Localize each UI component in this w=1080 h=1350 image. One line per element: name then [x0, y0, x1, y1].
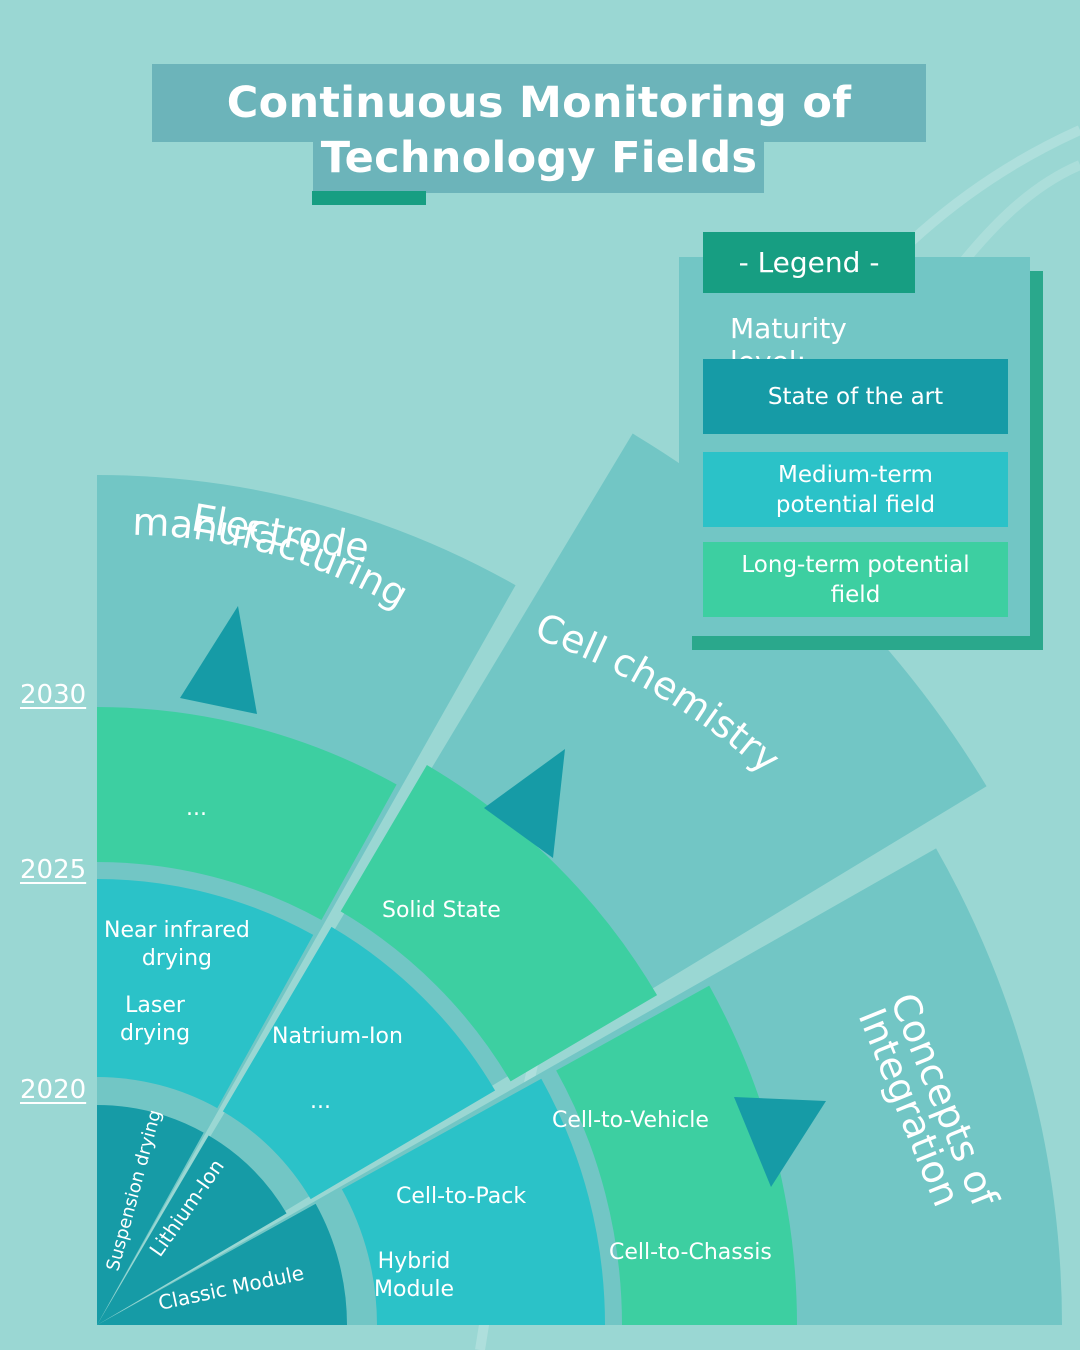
legend-header: - Legend - — [703, 232, 915, 293]
ring-medium-term-cell — [222, 926, 496, 1200]
title-accent-bar — [312, 191, 426, 205]
entry-cell-to-pack: Cell-to-Pack — [396, 1184, 527, 1209]
entry-cell-medium-term-more: ... — [310, 1089, 331, 1114]
legend-item-medium-term: Medium-term potential field — [703, 452, 1008, 527]
legend-item-label: Medium-term — [778, 461, 933, 488]
entry-laser-drying: Laser drying — [120, 993, 191, 1046]
legend-item-state-of-the-art: State of the art — [703, 359, 1008, 434]
page-title-line1: Continuous Monitoring of — [226, 78, 852, 128]
ring-state-of-the-art-electrode — [97, 1105, 204, 1325]
ring-long-term-integration — [556, 985, 797, 1325]
legend-item-label: field — [830, 581, 881, 608]
entry-cell-to-chassis: Cell-to-Chassis — [609, 1240, 772, 1265]
title-bar-top — [152, 64, 926, 142]
arrow-cell-chemistry-icon — [484, 749, 565, 858]
ring-medium-term-electrode — [97, 879, 314, 1109]
ring-long-term-cell — [340, 764, 658, 1082]
ring-medium-term-integration — [341, 1078, 605, 1325]
year-2030: 2030 — [20, 680, 87, 710]
ring-long-term-electrode — [97, 707, 397, 921]
entry-near-infrared-drying: Near infrared drying — [104, 918, 250, 971]
ring-state-of-the-art-cell — [97, 1135, 287, 1325]
arrow-integration-icon — [734, 1097, 826, 1187]
entry-electrode-long-term-more: ... — [186, 796, 207, 821]
sector-shapes — [97, 433, 1062, 1325]
year-2020: 2020 — [20, 1075, 87, 1105]
legend-item-label: Long-term potential — [741, 551, 970, 578]
entry-hybrid-module: Hybrid Module — [374, 1249, 454, 1302]
entry-solid-state: Solid State — [382, 898, 501, 923]
entry-natrium-ion: Natrium-Ion — [272, 1024, 403, 1049]
legend-item-long-term: Long-term potential field — [703, 542, 1008, 617]
entry-cell-to-vehicle: Cell-to-Vehicle — [552, 1108, 709, 1133]
year-2025: 2025 — [20, 855, 87, 885]
legend-item-label: potential field — [775, 491, 936, 518]
legend-item-label: State of the art — [767, 383, 944, 410]
page-title-line2: Technology Fields — [320, 133, 758, 183]
arrow-electrode-icon — [180, 606, 257, 714]
ring-state-of-the-art-integration — [97, 1203, 347, 1325]
title-bar-bottom — [313, 140, 764, 193]
